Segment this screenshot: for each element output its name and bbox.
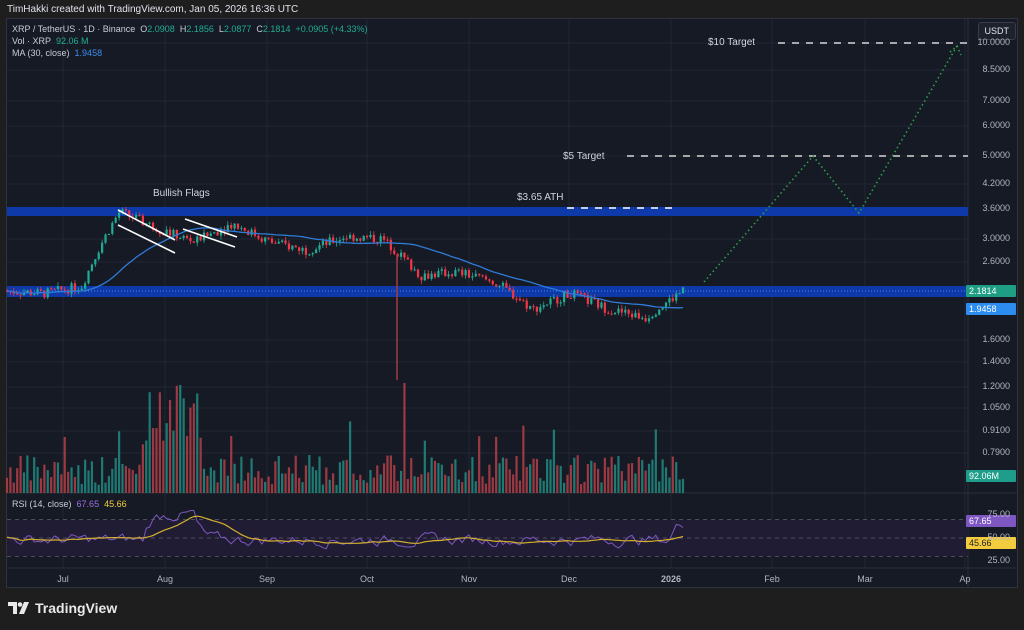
time-axis-tick: Mar xyxy=(857,574,873,584)
time-axis-tick: Jul xyxy=(57,574,69,584)
rsi-label[interactable]: RSI (14, close) xyxy=(12,499,72,509)
tradingview-logo-text: TradingView xyxy=(35,600,118,616)
price-axis-tick: 1.0500 xyxy=(982,402,1010,412)
price-axis-tick: 8.5000 xyxy=(982,64,1010,74)
high-label: H xyxy=(179,24,187,34)
price-axis-tick: 3.0000 xyxy=(982,233,1010,243)
time-axis-tick: Feb xyxy=(764,574,780,584)
price-axis-tick: 4.2000 xyxy=(982,178,1010,188)
bullish-flags-label: Bullish Flags xyxy=(153,188,210,199)
price-axis-tick: 1.6000 xyxy=(982,334,1010,344)
rsi-axis-tick: 75.00 xyxy=(987,509,1010,519)
tradingview-logo-icon xyxy=(8,602,29,614)
low-label: L xyxy=(218,24,224,34)
price-axis-tick: 1.4000 xyxy=(982,356,1010,366)
volume-label[interactable]: Vol · XRP xyxy=(12,36,52,46)
open-value: 2.0908 xyxy=(147,24,175,34)
price-axis-tick: 0.7900 xyxy=(982,447,1010,457)
last-price-tag: 2.1814 xyxy=(966,285,1016,297)
time-axis-tick: 2026 xyxy=(660,574,682,584)
price-axis-tick: 10.0000 xyxy=(977,37,1010,47)
target5-label: $5 Target xyxy=(563,151,605,162)
price-axis-tick: 7.0000 xyxy=(982,95,1010,105)
price-axis-tick: 1.2000 xyxy=(982,381,1010,391)
change-value: +0.0905 (+4.33%) xyxy=(295,24,368,34)
price-axis-tick: 5.0000 xyxy=(982,150,1010,160)
price-axis-tick: 3.6000 xyxy=(982,203,1010,213)
low-value: 2.0877 xyxy=(223,24,252,34)
symbol-name[interactable]: XRP / TetherUS · 1D · Binance xyxy=(12,24,136,34)
chart-credit: TimHakki created with TradingView.com, J… xyxy=(7,4,299,15)
rsi-legend: RSI (14, close) 67.65 45.66 xyxy=(12,499,127,509)
volume-value: 92.06 M xyxy=(56,36,89,46)
price-axis-tick: 2.6000 xyxy=(982,256,1010,266)
rsi-ma-value: 45.66 xyxy=(104,499,127,509)
time-axis-tick: Dec xyxy=(560,574,578,584)
volume-tag: 92.06M xyxy=(966,470,1016,482)
ma-price-tag: 1.9458 xyxy=(966,303,1016,315)
ath-label: $3.65 ATH xyxy=(517,192,564,203)
ma-value: 1.9458 xyxy=(74,48,103,58)
time-axis-tick: Oct xyxy=(359,574,375,584)
currency-button[interactable]: USDT xyxy=(977,22,1016,40)
ma-legend: MA (30, close) 1.9458 xyxy=(12,48,102,58)
tradingview-logo[interactable]: TradingView xyxy=(8,600,117,616)
price-axis-tick: 6.0000 xyxy=(982,120,1010,130)
target10-label: $10 Target xyxy=(708,37,756,48)
rsi-value: 67.65 xyxy=(76,499,100,509)
close-label: C xyxy=(256,24,263,34)
symbol-legend: XRP / TetherUS · 1D · Binance O2.0908 H2… xyxy=(12,24,368,34)
rsi-axis-tick: 50.00 xyxy=(987,532,1010,542)
volume-legend: Vol · XRP 92.06 M xyxy=(12,36,89,46)
price-axis-tick: 0.9100 xyxy=(982,425,1010,435)
high-value: 2.1856 xyxy=(186,24,214,34)
close-value: 2.1814 xyxy=(262,24,291,34)
open-label: O xyxy=(140,24,148,34)
time-axis-tick: Nov xyxy=(460,574,478,584)
rsi-axis-tick: 25.00 xyxy=(987,555,1010,565)
rsi-tag: 67.65 xyxy=(966,515,1016,527)
time-axis-tick: Ap xyxy=(959,574,971,584)
time-axis-tick: Aug xyxy=(156,574,174,584)
time-axis-tick: Sep xyxy=(258,574,276,584)
ma-label[interactable]: MA (30, close) xyxy=(12,48,70,58)
rsi-ma-tag: 45.66 xyxy=(966,537,1016,549)
